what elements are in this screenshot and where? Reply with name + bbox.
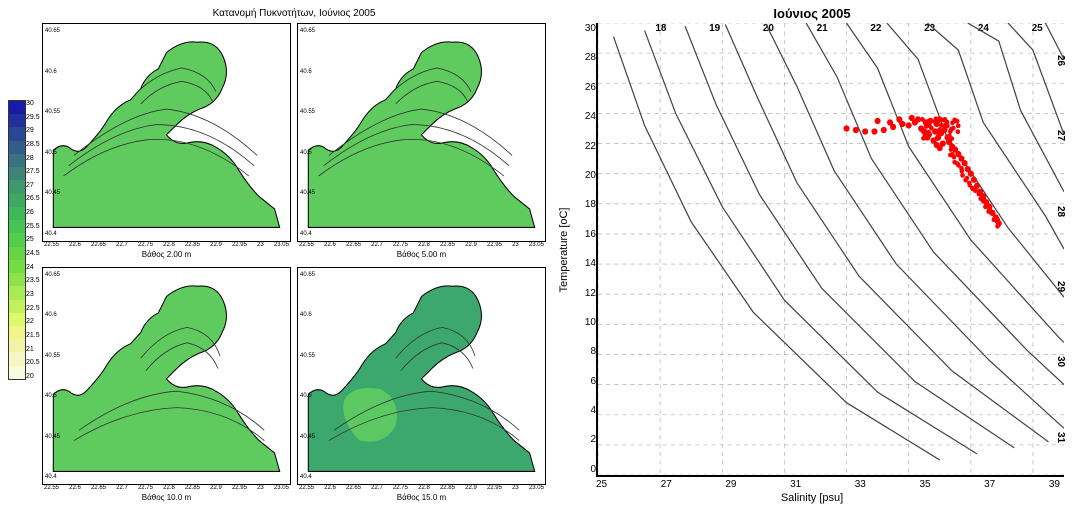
colorbar: 3029.52928.52827.52726.52625.52524.52423… (0, 0, 38, 510)
density-map-panel: 40.6540.640.5540.540.4540.4 (297, 23, 546, 242)
ts-diagram-block: Ιούνιος 2005 Temperature [oC] 1819202122… (554, 0, 1074, 510)
ts-ylabel: Temperature [oC] (558, 208, 570, 293)
maps-title: Κατανομή Πυκνοτήτων, Ιούνιος 2005 (42, 4, 546, 23)
map-caption: Βάθος 15.0 m (297, 491, 546, 506)
map-caption: Βάθος 10.0 m (42, 491, 291, 506)
density-map-panel: 40.6540.640.5540.540.4540.4 (42, 267, 291, 486)
map-caption: Βάθος 5.00 m (297, 248, 546, 263)
density-map-panel: 40.6540.640.5540.540.4540.4 (42, 23, 291, 242)
maps-grid: 40.6540.640.5540.540.4540.422.5522.622.6… (42, 23, 546, 506)
map-caption: Βάθος 2.00 m (42, 248, 291, 263)
density-maps-block: 3029.52928.52827.52726.52625.52524.52423… (0, 0, 554, 510)
ts-title: Ιούνιος 2005 (560, 4, 1064, 23)
ts-plot-area: 1819202122232425 262728293031 3028262422… (596, 23, 1064, 477)
density-map-panel: 40.6540.640.5540.540.4540.4 (297, 267, 546, 486)
ts-xlabel: Salinity [psu] (560, 490, 1064, 504)
